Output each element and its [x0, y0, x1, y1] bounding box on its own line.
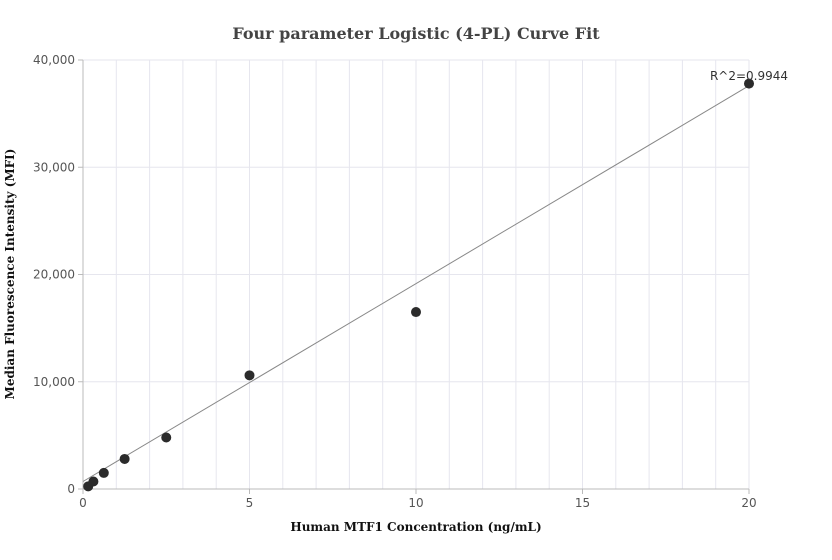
- x-tick-label: 20: [741, 496, 756, 510]
- data-points: [83, 78, 754, 492]
- axes: 0 10,000 20,000 30,000 40,000 0 5 10 15 20: [33, 53, 757, 510]
- x-axis-label: Human MTF1 Concentration (ng/mL): [290, 520, 541, 534]
- data-point: [161, 432, 172, 443]
- r-squared-annotation: R^2=0.9944: [710, 69, 788, 83]
- y-tick-label: 10,000: [33, 375, 75, 389]
- data-point: [411, 307, 421, 318]
- x-tick-label: 0: [79, 496, 87, 510]
- fit-curve: [82, 85, 750, 482]
- y-axis-label: Median Fluorescence Intensity (MFI): [3, 149, 17, 400]
- data-point: [98, 467, 109, 478]
- x-tick-label: 5: [246, 496, 254, 510]
- data-point: [88, 476, 99, 487]
- chart-title: Four parameter Logistic (4-PL) Curve Fit: [232, 24, 600, 43]
- x-tick-label: 10: [408, 496, 423, 510]
- y-tick-label: 30,000: [33, 160, 75, 174]
- y-tick-label: 20,000: [33, 268, 75, 282]
- data-point: [744, 78, 754, 89]
- y-tick-label: 0: [67, 482, 75, 496]
- grid: [82, 59, 750, 489]
- y-tick-label: 40,000: [33, 53, 75, 67]
- data-point: [119, 453, 130, 464]
- x-tick-label: 15: [575, 496, 590, 510]
- data-point: [244, 370, 255, 381]
- fit-line: [82, 85, 750, 482]
